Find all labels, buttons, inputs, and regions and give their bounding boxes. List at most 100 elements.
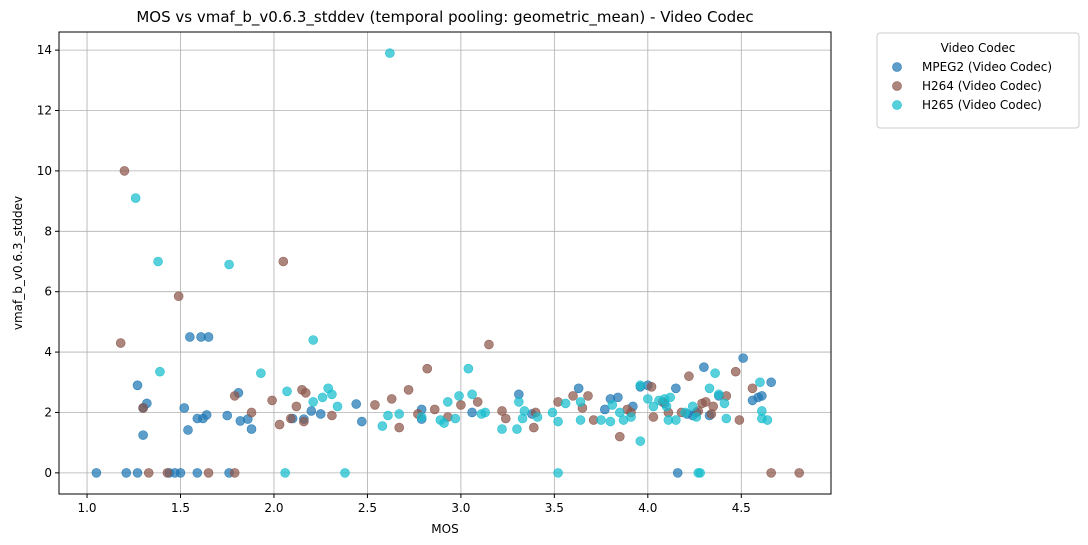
- data-point: [710, 368, 720, 379]
- data-point: [450, 413, 461, 424]
- legend-title: Video Codec: [941, 41, 1016, 55]
- data-point: [185, 332, 195, 342]
- data-point: [700, 397, 711, 407]
- data-point: [646, 382, 657, 392]
- data-point: [714, 389, 724, 400]
- data-point: [635, 380, 646, 391]
- data-point: [467, 389, 477, 400]
- x-tick-label: 2.5: [358, 501, 377, 515]
- y-tick-label: 0: [44, 466, 52, 480]
- data-point: [596, 415, 606, 425]
- data-point: [203, 332, 214, 342]
- data-point: [121, 468, 132, 478]
- x-tick-label: 1.5: [171, 501, 190, 515]
- data-point: [317, 392, 328, 403]
- data-point: [383, 410, 393, 421]
- data-point: [340, 468, 350, 478]
- data-point: [229, 468, 240, 478]
- data-point: [484, 339, 494, 350]
- data-point: [183, 425, 193, 435]
- data-points: [91, 48, 805, 478]
- data-point: [256, 368, 266, 379]
- data-point: [626, 412, 636, 422]
- data-point: [315, 409, 326, 419]
- data-point: [747, 383, 758, 394]
- data-point: [613, 392, 623, 403]
- data-point: [497, 406, 507, 416]
- data-point: [179, 403, 190, 413]
- data-point: [691, 412, 702, 422]
- data-point: [583, 391, 593, 401]
- data-point: [143, 468, 154, 478]
- data-point: [680, 407, 690, 418]
- x-tick-label: 4.0: [638, 501, 657, 515]
- data-point: [138, 403, 148, 413]
- data-point: [480, 407, 490, 418]
- data-point: [654, 395, 664, 406]
- data-point: [467, 407, 477, 418]
- legend: Video Codec MPEG2 (Video Codec) H264 (Vid…: [876, 32, 1080, 129]
- data-point: [512, 424, 522, 434]
- data-point: [370, 400, 380, 410]
- data-point: [267, 395, 277, 406]
- data-point: [201, 410, 212, 420]
- data-point: [568, 391, 578, 401]
- data-point: [699, 362, 709, 372]
- data-point: [394, 409, 405, 419]
- data-point: [730, 366, 741, 377]
- data-point: [719, 398, 730, 409]
- data-point: [119, 166, 130, 176]
- legend-items: MPEG2 (Video Codec) H264 (Video Codec) H26…: [892, 60, 1052, 112]
- data-point: [794, 468, 805, 478]
- data-point: [327, 410, 337, 421]
- data-point: [357, 416, 367, 427]
- data-point: [173, 291, 184, 302]
- y-tick-label: 14: [37, 43, 52, 57]
- data-point: [203, 468, 214, 478]
- data-point: [762, 415, 773, 425]
- x-tick-label: 3.0: [451, 501, 470, 515]
- x-tick-label: 1.0: [77, 501, 96, 515]
- y-tick-label: 8: [44, 224, 52, 238]
- y-tick-label: 12: [37, 104, 52, 118]
- data-point: [291, 401, 302, 412]
- series-3: [130, 48, 773, 478]
- data-point: [192, 468, 203, 478]
- x-axis-ticks: 1.0 1.5 2.0 2.5 3.0 3.5 4.0 4.5: [77, 494, 751, 515]
- data-point: [738, 353, 748, 363]
- data-point: [708, 401, 719, 412]
- data-point: [734, 415, 745, 425]
- legend-marker: [892, 62, 902, 72]
- data-point: [648, 401, 659, 412]
- data-point: [385, 48, 395, 58]
- data-point: [704, 383, 715, 394]
- legend-label: H265 (Video Codec): [922, 98, 1042, 112]
- data-point: [278, 256, 289, 267]
- data-point: [308, 397, 319, 407]
- data-point: [547, 407, 558, 418]
- x-axis-label: MOS: [431, 522, 458, 536]
- chart-title: MOS vs vmaf_b_v0.6.3_stddev (temporal po…: [136, 8, 753, 27]
- data-point: [306, 406, 317, 416]
- data-point: [687, 401, 698, 412]
- data-point: [162, 468, 173, 478]
- data-point: [282, 386, 292, 397]
- data-point: [308, 335, 319, 345]
- data-point: [755, 377, 765, 388]
- data-point: [528, 422, 539, 433]
- data-point: [394, 422, 405, 433]
- y-tick-label: 2: [44, 405, 52, 419]
- data-point: [153, 256, 163, 267]
- data-point: [422, 363, 433, 374]
- data-point: [138, 430, 148, 440]
- data-point: [229, 391, 240, 401]
- data-point: [416, 412, 427, 422]
- data-point: [175, 468, 186, 478]
- y-tick-label: 6: [44, 285, 52, 299]
- x-tick-label: 2.0: [264, 501, 283, 515]
- legend-marker: [892, 100, 902, 110]
- data-point: [514, 397, 524, 407]
- y-axis-ticks: 0 2 4 6 8 10 12 14: [37, 43, 59, 480]
- x-tick-label: 3.5: [545, 501, 564, 515]
